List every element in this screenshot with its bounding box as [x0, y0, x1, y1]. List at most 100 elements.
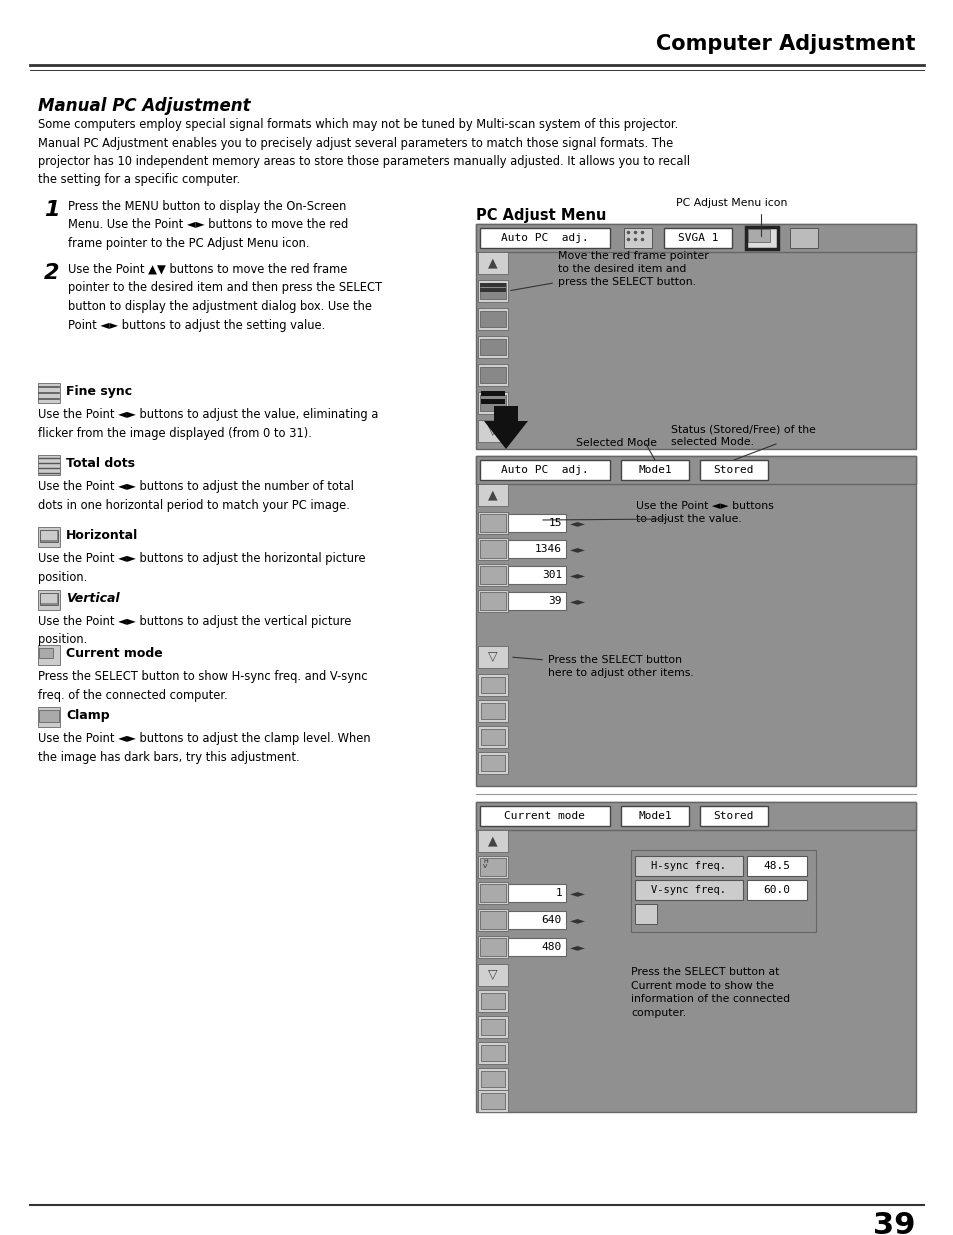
FancyBboxPatch shape	[38, 454, 60, 475]
Text: SVGA 1: SVGA 1	[677, 233, 718, 243]
FancyBboxPatch shape	[635, 881, 742, 900]
FancyBboxPatch shape	[479, 858, 505, 876]
FancyBboxPatch shape	[476, 456, 915, 484]
FancyBboxPatch shape	[41, 594, 57, 603]
Text: Fine sync: Fine sync	[66, 385, 132, 398]
Text: Use the Point ◄► buttons to adjust the number of total
dots in one horizontal pe: Use the Point ◄► buttons to adjust the n…	[38, 480, 354, 511]
FancyBboxPatch shape	[476, 456, 915, 785]
Text: Total dots: Total dots	[66, 457, 135, 471]
FancyBboxPatch shape	[477, 882, 507, 904]
FancyBboxPatch shape	[479, 338, 505, 354]
FancyBboxPatch shape	[477, 752, 507, 774]
Text: PC Adjust Menu icon: PC Adjust Menu icon	[676, 198, 786, 236]
Text: Selected Mode: Selected Mode	[576, 438, 657, 448]
Text: 301: 301	[541, 571, 561, 580]
FancyBboxPatch shape	[477, 590, 507, 613]
Text: ▽: ▽	[488, 425, 497, 437]
Text: ▲: ▲	[488, 835, 497, 847]
FancyBboxPatch shape	[477, 538, 507, 559]
FancyBboxPatch shape	[635, 856, 742, 876]
Text: 1: 1	[555, 888, 561, 898]
Text: 2: 2	[44, 263, 60, 283]
FancyBboxPatch shape	[746, 856, 806, 876]
Text: H-sync freq.: H-sync freq.	[651, 861, 726, 871]
FancyBboxPatch shape	[477, 909, 507, 931]
Text: Stored: Stored	[713, 811, 754, 821]
FancyBboxPatch shape	[477, 308, 507, 330]
FancyBboxPatch shape	[477, 484, 507, 506]
FancyBboxPatch shape	[789, 228, 817, 248]
FancyBboxPatch shape	[507, 540, 565, 558]
Text: Horizontal: Horizontal	[66, 529, 138, 542]
FancyBboxPatch shape	[477, 990, 507, 1011]
Text: Computer Adjustment: Computer Adjustment	[656, 35, 915, 54]
Polygon shape	[483, 406, 527, 450]
Text: Some computers employ special signal formats which may not be tuned by Multi-sca: Some computers employ special signal for…	[38, 119, 689, 186]
FancyBboxPatch shape	[477, 280, 507, 303]
FancyBboxPatch shape	[480, 1093, 504, 1109]
FancyBboxPatch shape	[38, 590, 60, 610]
FancyBboxPatch shape	[41, 531, 57, 540]
FancyBboxPatch shape	[479, 939, 505, 956]
FancyBboxPatch shape	[747, 228, 769, 242]
FancyBboxPatch shape	[39, 710, 59, 722]
FancyBboxPatch shape	[476, 802, 915, 830]
FancyBboxPatch shape	[477, 726, 507, 748]
FancyBboxPatch shape	[479, 884, 505, 902]
Text: PC Adjust Menu: PC Adjust Menu	[476, 207, 606, 224]
FancyBboxPatch shape	[479, 228, 609, 248]
Text: Auto PC  adj.: Auto PC adj.	[500, 233, 588, 243]
FancyBboxPatch shape	[480, 677, 504, 693]
FancyBboxPatch shape	[620, 459, 688, 480]
FancyBboxPatch shape	[480, 703, 504, 719]
FancyBboxPatch shape	[480, 729, 504, 745]
FancyBboxPatch shape	[746, 881, 806, 900]
Text: Press the MENU button to display the On-Screen
Menu. Use the Point ◄► buttons to: Press the MENU button to display the On-…	[68, 200, 348, 249]
FancyBboxPatch shape	[630, 850, 815, 932]
FancyBboxPatch shape	[479, 515, 505, 531]
FancyBboxPatch shape	[39, 648, 53, 658]
FancyBboxPatch shape	[507, 592, 565, 610]
FancyBboxPatch shape	[507, 514, 565, 532]
FancyBboxPatch shape	[476, 802, 915, 1112]
Text: Current mode: Current mode	[66, 647, 163, 659]
FancyBboxPatch shape	[479, 288, 505, 291]
Text: Clamp: Clamp	[66, 709, 110, 722]
Text: Mode1: Mode1	[638, 811, 671, 821]
FancyBboxPatch shape	[477, 646, 507, 668]
FancyBboxPatch shape	[700, 459, 767, 480]
Text: Use the Point ◄► buttons
to adjust the value.: Use the Point ◄► buttons to adjust the v…	[636, 501, 773, 524]
FancyBboxPatch shape	[479, 806, 609, 826]
FancyBboxPatch shape	[745, 227, 778, 249]
FancyBboxPatch shape	[38, 645, 60, 664]
Text: 60.0: 60.0	[762, 885, 790, 895]
FancyBboxPatch shape	[479, 566, 505, 584]
FancyBboxPatch shape	[40, 593, 58, 605]
FancyBboxPatch shape	[38, 527, 60, 547]
FancyBboxPatch shape	[479, 283, 505, 299]
FancyBboxPatch shape	[476, 224, 915, 450]
FancyBboxPatch shape	[480, 1019, 504, 1035]
Text: ◄►: ◄►	[569, 888, 585, 898]
Text: 15: 15	[548, 517, 561, 529]
Text: H
V: H V	[482, 858, 487, 869]
FancyBboxPatch shape	[480, 1045, 504, 1061]
FancyBboxPatch shape	[38, 383, 60, 403]
Text: ◄►: ◄►	[569, 543, 585, 555]
Text: 39: 39	[873, 1210, 915, 1235]
FancyBboxPatch shape	[476, 224, 915, 252]
FancyBboxPatch shape	[477, 564, 507, 585]
FancyBboxPatch shape	[477, 252, 507, 274]
FancyBboxPatch shape	[479, 514, 505, 532]
Text: 48.5: 48.5	[762, 861, 790, 871]
Text: 640: 640	[541, 915, 561, 925]
FancyBboxPatch shape	[480, 755, 504, 771]
Text: Use the Point ◄► buttons to adjust the vertical picture
position.: Use the Point ◄► buttons to adjust the v…	[38, 615, 351, 646]
FancyBboxPatch shape	[479, 540, 505, 558]
FancyBboxPatch shape	[479, 283, 505, 287]
Text: ▲: ▲	[488, 489, 497, 501]
FancyBboxPatch shape	[635, 904, 657, 924]
Text: Mode1: Mode1	[638, 466, 671, 475]
FancyBboxPatch shape	[38, 706, 60, 727]
Text: Current mode: Current mode	[504, 811, 585, 821]
